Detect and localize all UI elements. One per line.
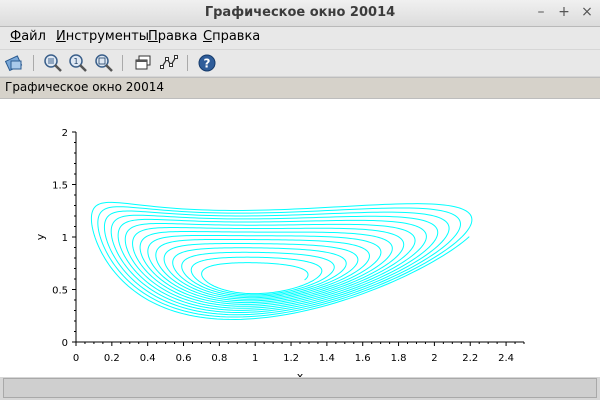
y-tick-label: 0.5 bbox=[52, 286, 68, 297]
menu-help[interactable]: Справка bbox=[203, 29, 261, 44]
windows-icon[interactable] bbox=[133, 53, 153, 73]
tick-labels: 0 0.2 0.4 0.6 0.8 1 1.2 1.4 1.6 1.8 2 2.2 2.4 0 0.5 1 1.… bbox=[52, 128, 514, 364]
x-tick-label: 1.8 bbox=[391, 353, 407, 364]
x-tick-label: 0.4 bbox=[140, 353, 156, 364]
menu-file[interactable]: Файл bbox=[10, 29, 46, 44]
minimize-icon[interactable]: – bbox=[537, 4, 545, 20]
rotate-icon[interactable] bbox=[4, 53, 25, 73]
menu-bar: Файл Инструменты Правка Справка bbox=[0, 27, 600, 49]
toolbar: 1 ? bbox=[0, 50, 600, 76]
x-tick-label: 2.2 bbox=[462, 353, 478, 364]
graphic-canvas[interactable]: 0 0.2 0.4 0.6 0.8 1 1.2 1.4 1.6 1.8 2 2.2 2.4 0 0.5 1 1.… bbox=[0, 99, 600, 383]
zoom-grid-icon[interactable] bbox=[43, 53, 63, 73]
x-axis-label: x bbox=[297, 370, 304, 377]
y-axis-label: y bbox=[34, 233, 47, 240]
x-tick-label: 2 bbox=[431, 353, 437, 364]
x-tick-label: 2.4 bbox=[498, 353, 514, 364]
menu-tools[interactable]: Инструменты bbox=[56, 29, 150, 44]
x-tick-label: 0.2 bbox=[104, 353, 120, 364]
x-tick-label: 0.6 bbox=[176, 353, 192, 364]
toolbar-separator bbox=[187, 55, 188, 71]
y-tick-label: 1 bbox=[62, 233, 68, 244]
svg-text:1: 1 bbox=[74, 57, 79, 66]
y-tick-label: 1.5 bbox=[52, 181, 68, 192]
trajectory-curve bbox=[90, 201, 473, 320]
close-icon[interactable]: × bbox=[581, 4, 593, 20]
x-tick-label: 1.4 bbox=[319, 353, 335, 364]
menu-edit[interactable]: Правка bbox=[148, 29, 198, 44]
x-tick-label: 0 bbox=[73, 353, 79, 364]
figure-caption: Графическое окно 20014 bbox=[5, 80, 164, 94]
zoom-fit-icon[interactable]: 1 bbox=[68, 53, 88, 73]
status-bar bbox=[3, 378, 597, 398]
x-tick-label: 1 bbox=[252, 353, 258, 364]
x-tick-label: 1.2 bbox=[283, 353, 299, 364]
zoom-icon[interactable] bbox=[94, 53, 114, 73]
title-bar: Графическое окно 20014 – + × bbox=[0, 0, 600, 27]
x-tick-label: 1.6 bbox=[355, 353, 371, 364]
axes bbox=[75, 132, 524, 343]
y-tick-label: 0 bbox=[62, 338, 68, 349]
maximize-icon[interactable]: + bbox=[558, 4, 570, 20]
tick-marks bbox=[72, 131, 525, 346]
toolbar-separator bbox=[122, 55, 123, 71]
figure-caption-bar: Графическое окно 20014 bbox=[0, 77, 600, 99]
toolbar-separator bbox=[33, 55, 34, 71]
datatip-icon[interactable] bbox=[159, 53, 179, 73]
svg-text:?: ? bbox=[204, 57, 211, 71]
x-tick-label: 0.8 bbox=[211, 353, 227, 364]
window-title: Графическое окно 20014 bbox=[204, 5, 396, 20]
y-tick-label: 2 bbox=[62, 128, 68, 139]
help-icon[interactable]: ? bbox=[197, 53, 217, 73]
plot-area: 0 0.2 0.4 0.6 0.8 1 1.2 1.4 1.6 1.8 2 2.2 2.4 0 0.5 1 1.… bbox=[34, 128, 525, 383]
